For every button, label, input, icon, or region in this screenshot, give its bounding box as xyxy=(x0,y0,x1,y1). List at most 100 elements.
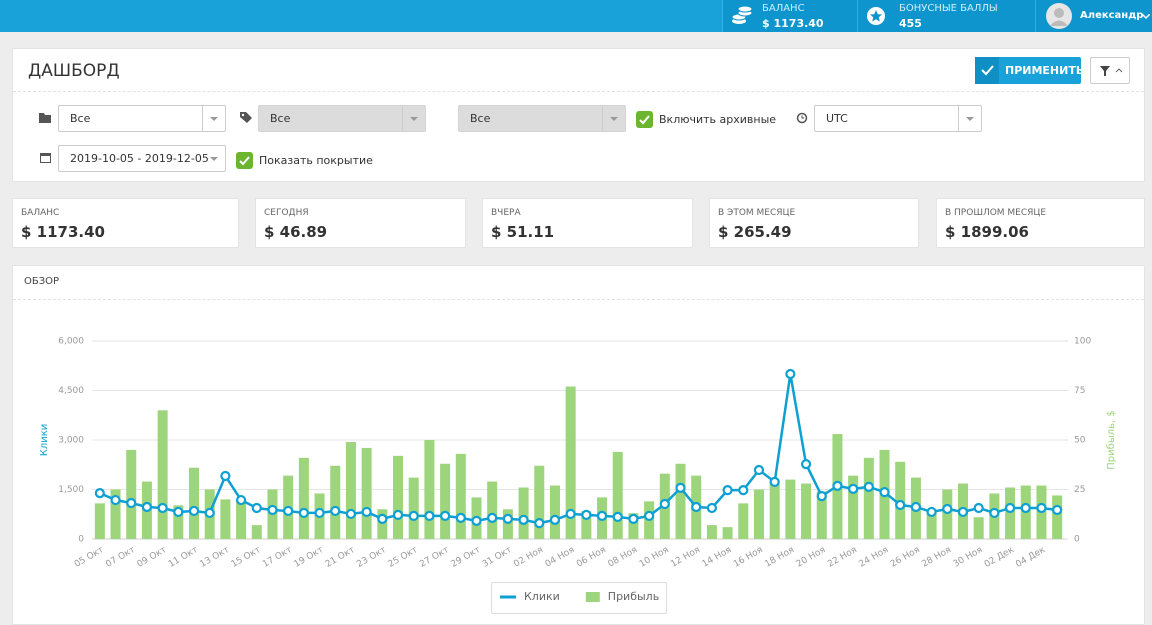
bar xyxy=(518,487,529,539)
apply-button[interactable]: ПРИМЕНИТЬ xyxy=(975,57,1085,84)
stat-card: ВЧЕРА $ 51.11 xyxy=(482,198,693,248)
bonus-section[interactable]: БОНУСНЫЕ БАЛЛЫ 455 xyxy=(857,0,1035,32)
folder-value: Все xyxy=(70,112,91,125)
bar xyxy=(236,499,247,539)
user-section[interactable]: Александр xyxy=(1035,0,1152,32)
x-tick-label: 18 Ноя xyxy=(763,545,796,570)
x-tick-label: 30 Ноя xyxy=(952,545,985,570)
bar xyxy=(157,410,168,539)
y2-axis-title: Прибыль, $ xyxy=(1106,410,1117,469)
stat-label: СЕГОДНЯ xyxy=(264,208,309,218)
coverage-label: Показать покрытие xyxy=(259,154,373,167)
point xyxy=(738,485,749,496)
point xyxy=(298,507,309,519)
y-tick-label: 0 xyxy=(78,535,84,545)
divider xyxy=(13,91,1144,92)
x-tick-label: 12 Ноя xyxy=(669,545,702,570)
bar xyxy=(1052,495,1063,539)
point xyxy=(377,513,388,524)
legend-label: Клики xyxy=(524,590,560,603)
y-tick-label: 4,500 xyxy=(58,386,84,396)
point xyxy=(188,505,200,517)
legend-label: Прибыль xyxy=(608,590,659,603)
x-tick-label: 24 Ноя xyxy=(858,545,891,570)
x-tick-label: 02 Дек xyxy=(983,545,1016,570)
bar xyxy=(926,509,937,539)
point xyxy=(879,487,890,498)
point xyxy=(440,510,451,522)
x-tick-label: 04 Ноя xyxy=(544,545,577,570)
point xyxy=(392,509,404,521)
x-tick-label: 08 Ноя xyxy=(606,545,639,570)
legend-box xyxy=(491,582,667,614)
point xyxy=(659,498,670,510)
archived-checkbox[interactable] xyxy=(636,111,653,128)
point xyxy=(942,503,953,515)
point xyxy=(314,507,325,519)
point xyxy=(157,502,168,514)
bar xyxy=(487,481,498,539)
point xyxy=(848,483,859,494)
star-icon xyxy=(867,7,885,25)
tag-select[interactable]: Все xyxy=(258,105,426,132)
stat-label: ВЧЕРА xyxy=(491,208,521,218)
point xyxy=(785,368,796,380)
apply-label: ПРИМЕНИТЬ xyxy=(1005,64,1085,77)
filter-toggle[interactable] xyxy=(1090,57,1130,84)
check-icon xyxy=(975,57,999,84)
third-select[interactable]: Все xyxy=(458,105,626,132)
point xyxy=(1036,502,1047,514)
point xyxy=(267,504,278,516)
y-tick-label: 1,500 xyxy=(58,485,84,495)
bar xyxy=(801,483,812,539)
point xyxy=(204,507,215,519)
dashboard-panel: ДАШБОРД ПРИМЕНИТЬ Все Все Все Включить а… xyxy=(12,48,1145,182)
calendar-icon xyxy=(40,153,51,163)
point xyxy=(596,510,608,522)
avatar xyxy=(1046,3,1072,29)
clock-icon xyxy=(796,112,808,124)
stat-card: В ЭТОМ МЕСЯЦЕ $ 265.49 xyxy=(709,198,919,248)
stat-label: В ЭТОМ МЕСЯЦЕ xyxy=(718,208,796,218)
third-value: Все xyxy=(470,112,491,125)
y2-tick-label: 25 xyxy=(1074,485,1085,495)
bar xyxy=(612,451,623,539)
stat-value: $ 1173.40 xyxy=(21,223,105,241)
stat-value: $ 51.11 xyxy=(491,223,555,241)
point xyxy=(251,502,262,514)
x-tick-label: 31 Окт xyxy=(481,545,514,570)
point xyxy=(330,505,341,517)
y2-tick-label: 0 xyxy=(1074,535,1080,545)
point xyxy=(283,505,294,517)
point xyxy=(800,458,812,470)
y-tick-label: 6,000 xyxy=(58,337,84,347)
date-select[interactable]: 2019-10-05 - 2019-12-05 xyxy=(58,145,226,172)
point xyxy=(644,510,655,522)
bar xyxy=(330,465,341,539)
top-bar: БАЛАНС $ 1173.40 БОНУСНЫЕ БАЛЛЫ 455 Алек… xyxy=(0,0,1152,32)
point xyxy=(110,494,121,506)
x-tick-label: 04 Дек xyxy=(1014,545,1047,570)
y2-tick-label: 100 xyxy=(1074,337,1091,347)
x-tick-label: 10 Ноя xyxy=(638,545,671,570)
bar xyxy=(816,491,827,539)
timezone-select[interactable]: UTC xyxy=(814,105,982,132)
bar xyxy=(251,525,262,539)
divider xyxy=(13,299,1144,300)
point xyxy=(1020,502,1031,514)
point xyxy=(989,507,1000,519)
point xyxy=(549,514,561,525)
user-caret xyxy=(1142,14,1150,20)
point xyxy=(424,510,435,522)
folder-icon xyxy=(39,113,51,123)
point xyxy=(141,501,153,513)
bar xyxy=(785,479,796,539)
point xyxy=(581,509,592,521)
bar xyxy=(220,499,231,539)
coverage-checkbox[interactable] xyxy=(236,152,253,169)
balance-section[interactable]: БАЛАНС $ 1173.40 xyxy=(722,0,857,32)
archived-label: Включить архивные xyxy=(659,113,777,126)
y2-tick-label: 50 xyxy=(1074,436,1086,446)
folder-select[interactable]: Все xyxy=(58,105,226,132)
x-tick-label: 02 Ноя xyxy=(512,545,545,570)
